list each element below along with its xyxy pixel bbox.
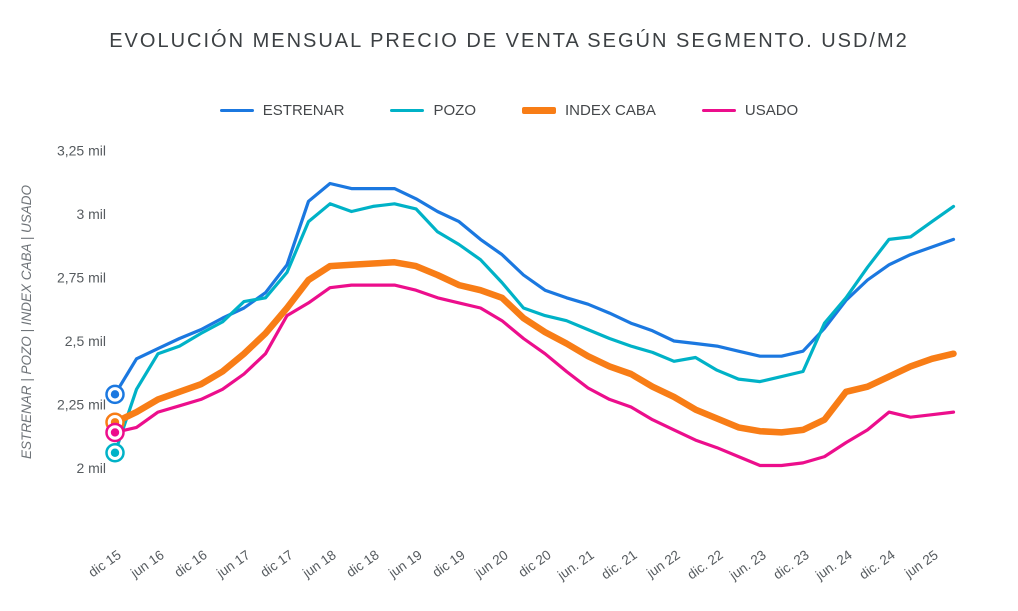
legend-item-pozo[interactable]: POZO	[390, 102, 476, 119]
x-tick-label: dic 18	[344, 547, 382, 580]
legend-label: INDEX CABA	[565, 102, 656, 119]
x-tick-label: dic 16	[172, 547, 210, 580]
x-tick-label: jun. 21	[554, 547, 597, 583]
x-tick-label: jun 25	[901, 547, 941, 581]
x-tick-label: jun 20	[471, 547, 511, 581]
y-tick-label: 2,5 mil	[65, 333, 106, 349]
legend-item-usado[interactable]: USADO	[701, 102, 799, 119]
x-tick-label: dic. 23	[771, 547, 812, 582]
legend-swatch-icon	[390, 108, 425, 113]
y-tick-label: 2 mil	[76, 460, 106, 476]
y-axis-tick-labels: 3,25 mil 3 mil 2,75 mil 2,5 mil 2,25 mil 2 mi…	[57, 143, 106, 477]
series-start-markers	[105, 384, 125, 463]
chart-title: EVOLUCIÓN MENSUAL PRECIO DE VENTA SEGÚN …	[109, 30, 909, 52]
y-tick-label: 3,25 mil	[57, 143, 106, 159]
x-tick-label: jun 19	[385, 547, 425, 581]
start-marker-dot-estrenar	[110, 390, 120, 399]
start-marker-dot-pozo	[110, 448, 120, 457]
y-axis-title: ESTRENAR | POZO | INDEX CABA | USADO	[19, 184, 34, 459]
chart-legend: ESTRENAR POZO INDEX CABA USADO	[0, 102, 1018, 119]
x-tick-label: dic 17	[258, 547, 296, 580]
x-axis-tick-labels: dic 15 jun 16 dic 16 jun 17 dic 17 jun 18 dic …	[86, 547, 941, 583]
series-line-pozo[interactable]	[113, 202, 956, 455]
series-line-estrenar[interactable]	[113, 181, 956, 396]
y-tick-label: 2,75 mil	[57, 270, 106, 286]
legend-swatch-icon	[701, 108, 736, 113]
legend-label: ESTRENAR	[262, 102, 345, 119]
y-tick-label: 3 mil	[76, 206, 106, 222]
series-line-usado[interactable]	[113, 283, 956, 468]
x-tick-label: dic 20	[516, 547, 554, 580]
x-tick-label: dic 19	[430, 547, 468, 580]
series-lines	[111, 181, 957, 468]
x-tick-label: jun 16	[127, 547, 167, 581]
legend-label: POZO	[433, 102, 476, 119]
series-line-index-caba[interactable]	[111, 259, 957, 436]
legend-item-estrenar[interactable]: ESTRENAR	[219, 102, 345, 119]
legend-label: USADO	[744, 102, 799, 119]
y-tick-label: 2,25 mil	[57, 397, 106, 413]
x-tick-label: dic. 24	[857, 547, 899, 582]
x-tick-label: jun. 23	[726, 547, 769, 583]
x-tick-label: dic. 22	[685, 547, 726, 582]
legend-swatch-icon	[219, 108, 254, 113]
x-tick-label: jun. 24	[812, 547, 855, 583]
x-tick-label: jun 17	[213, 547, 253, 581]
x-tick-label: jun 22	[643, 547, 683, 581]
x-tick-label: dic 15	[86, 547, 124, 580]
legend-swatch-icon	[522, 107, 556, 114]
legend-item-index-caba[interactable]: INDEX CABA	[522, 102, 656, 119]
x-tick-label: jun 18	[299, 547, 339, 581]
x-tick-label: dic. 21	[599, 547, 640, 582]
start-marker-dot-usado	[110, 428, 120, 437]
